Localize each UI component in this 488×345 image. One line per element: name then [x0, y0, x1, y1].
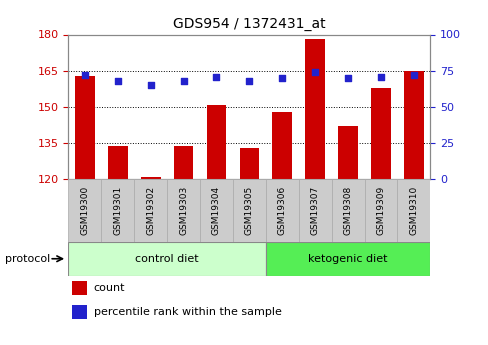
- Text: count: count: [94, 283, 125, 293]
- Point: [81, 72, 89, 78]
- Bar: [68, 241, 265, 276]
- Point: [376, 74, 384, 79]
- Point: [179, 78, 187, 83]
- Bar: [167, 179, 200, 242]
- Point: [409, 72, 417, 78]
- Bar: [397, 179, 429, 242]
- Bar: [72, 305, 86, 319]
- Text: GSM19309: GSM19309: [376, 186, 385, 235]
- Bar: [232, 179, 265, 242]
- Bar: [298, 179, 331, 242]
- Text: control diet: control diet: [135, 254, 199, 264]
- Bar: [206, 105, 226, 179]
- Point: [278, 75, 285, 81]
- Text: percentile rank within the sample: percentile rank within the sample: [94, 307, 281, 317]
- Text: GSM19305: GSM19305: [244, 186, 253, 235]
- Point: [344, 75, 351, 81]
- Bar: [305, 39, 325, 179]
- Point: [245, 78, 253, 83]
- Point: [146, 82, 154, 88]
- Point: [311, 69, 319, 75]
- Bar: [200, 179, 232, 242]
- Bar: [272, 112, 291, 179]
- Text: GSM19302: GSM19302: [146, 186, 155, 235]
- Bar: [72, 281, 86, 295]
- Bar: [265, 179, 298, 242]
- Title: GDS954 / 1372431_at: GDS954 / 1372431_at: [173, 17, 325, 31]
- Bar: [134, 179, 167, 242]
- Bar: [75, 76, 95, 179]
- Text: GSM19303: GSM19303: [179, 186, 188, 235]
- Bar: [331, 179, 364, 242]
- Bar: [68, 179, 101, 242]
- Text: GSM19308: GSM19308: [343, 186, 352, 235]
- Bar: [338, 126, 357, 179]
- Text: ketogenic diet: ketogenic diet: [308, 254, 387, 264]
- Bar: [265, 241, 429, 276]
- Bar: [141, 177, 160, 179]
- Bar: [370, 88, 390, 179]
- Text: GSM19300: GSM19300: [80, 186, 89, 235]
- Text: GSM19307: GSM19307: [310, 186, 319, 235]
- Bar: [364, 179, 397, 242]
- Bar: [108, 146, 127, 179]
- Text: GSM19310: GSM19310: [408, 186, 418, 235]
- Text: GSM19304: GSM19304: [212, 186, 221, 235]
- Text: GSM19306: GSM19306: [277, 186, 286, 235]
- Point: [212, 74, 220, 79]
- Bar: [101, 179, 134, 242]
- Bar: [239, 148, 259, 179]
- Point: [114, 78, 122, 83]
- Text: protocol: protocol: [5, 254, 50, 264]
- Text: GSM19301: GSM19301: [113, 186, 122, 235]
- Bar: [403, 71, 423, 179]
- Bar: [173, 146, 193, 179]
